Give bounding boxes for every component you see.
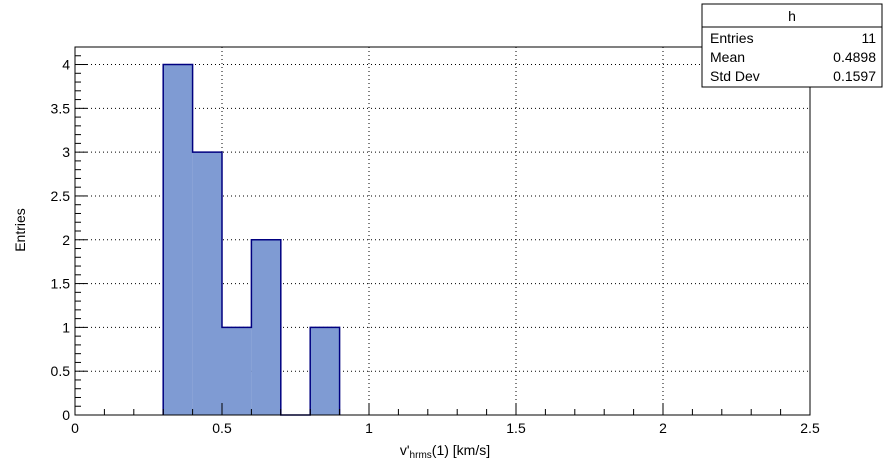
stats-box: h Entries 11 Mean 0.4898 Std Dev 0.1597 xyxy=(701,3,883,88)
histogram-bar xyxy=(222,327,252,415)
y-tick-label: 1.5 xyxy=(51,276,71,292)
stats-mean-label: Mean xyxy=(710,49,745,65)
y-tick-label: 4 xyxy=(62,57,70,73)
y-tick-label: 2.5 xyxy=(51,188,71,204)
y-tick-label: 0 xyxy=(62,407,70,423)
y-axis-ticks: 0 0.5 1 1.5 2 2.5 3 3.5 4 xyxy=(51,46,87,423)
histogram-bar xyxy=(310,327,340,415)
x-tick-label: 0.5 xyxy=(212,420,232,436)
y-tick-label: 3 xyxy=(62,144,70,160)
x-axis-ticks: 0 0.5 1 1.5 2 2.5 xyxy=(71,403,820,436)
stats-stddev-value: 0.1597 xyxy=(833,68,876,84)
stats-entries-label: Entries xyxy=(710,30,754,46)
x-axis-title-rest: (1) [km/s] xyxy=(432,442,490,458)
y-tick-label: 2 xyxy=(62,232,70,248)
histogram-outline xyxy=(162,63,341,416)
stats-mean-value: 0.4898 xyxy=(833,49,876,65)
stats-stddev-label: Std Dev xyxy=(710,68,760,84)
y-tick-label: 1 xyxy=(62,319,70,335)
x-tick-label: 1.5 xyxy=(506,420,526,436)
histogram-bars xyxy=(162,63,341,416)
x-axis-title: v'hrms(1) [km/s] xyxy=(400,442,490,460)
x-axis-title-main: v' xyxy=(400,442,410,458)
x-tick-label: 2 xyxy=(659,420,667,436)
x-tick-label: 0 xyxy=(71,420,79,436)
histogram-bar xyxy=(251,239,281,415)
y-axis-title: Entries xyxy=(12,208,28,252)
x-axis-title-subscript: hrms xyxy=(410,450,432,460)
x-tick-label: 2.5 xyxy=(800,420,820,436)
y-tick-label: 0.5 xyxy=(51,363,71,379)
y-tick-label: 3.5 xyxy=(51,100,71,116)
stats-entries-value: 11 xyxy=(861,30,876,46)
histogram-bar xyxy=(163,64,193,416)
x-tick-label: 1 xyxy=(365,420,373,436)
histogram-bar xyxy=(192,152,222,415)
stats-title: h xyxy=(788,8,796,24)
stats-box-frame xyxy=(701,3,883,88)
